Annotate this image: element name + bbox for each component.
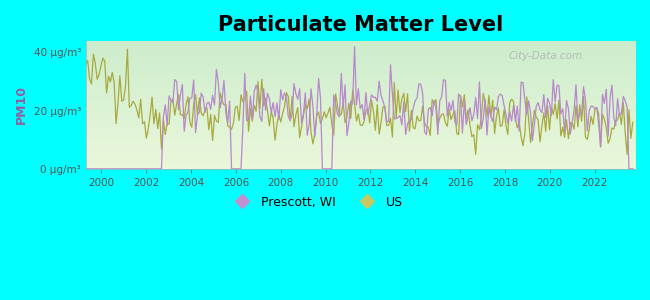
Legend: Prescott, WI, US: Prescott, WI, US (225, 191, 408, 214)
Y-axis label: PM10: PM10 (15, 85, 28, 124)
Title: Particulate Matter Level: Particulate Matter Level (218, 15, 503, 35)
Text: City-Data.com: City-Data.com (509, 51, 583, 61)
